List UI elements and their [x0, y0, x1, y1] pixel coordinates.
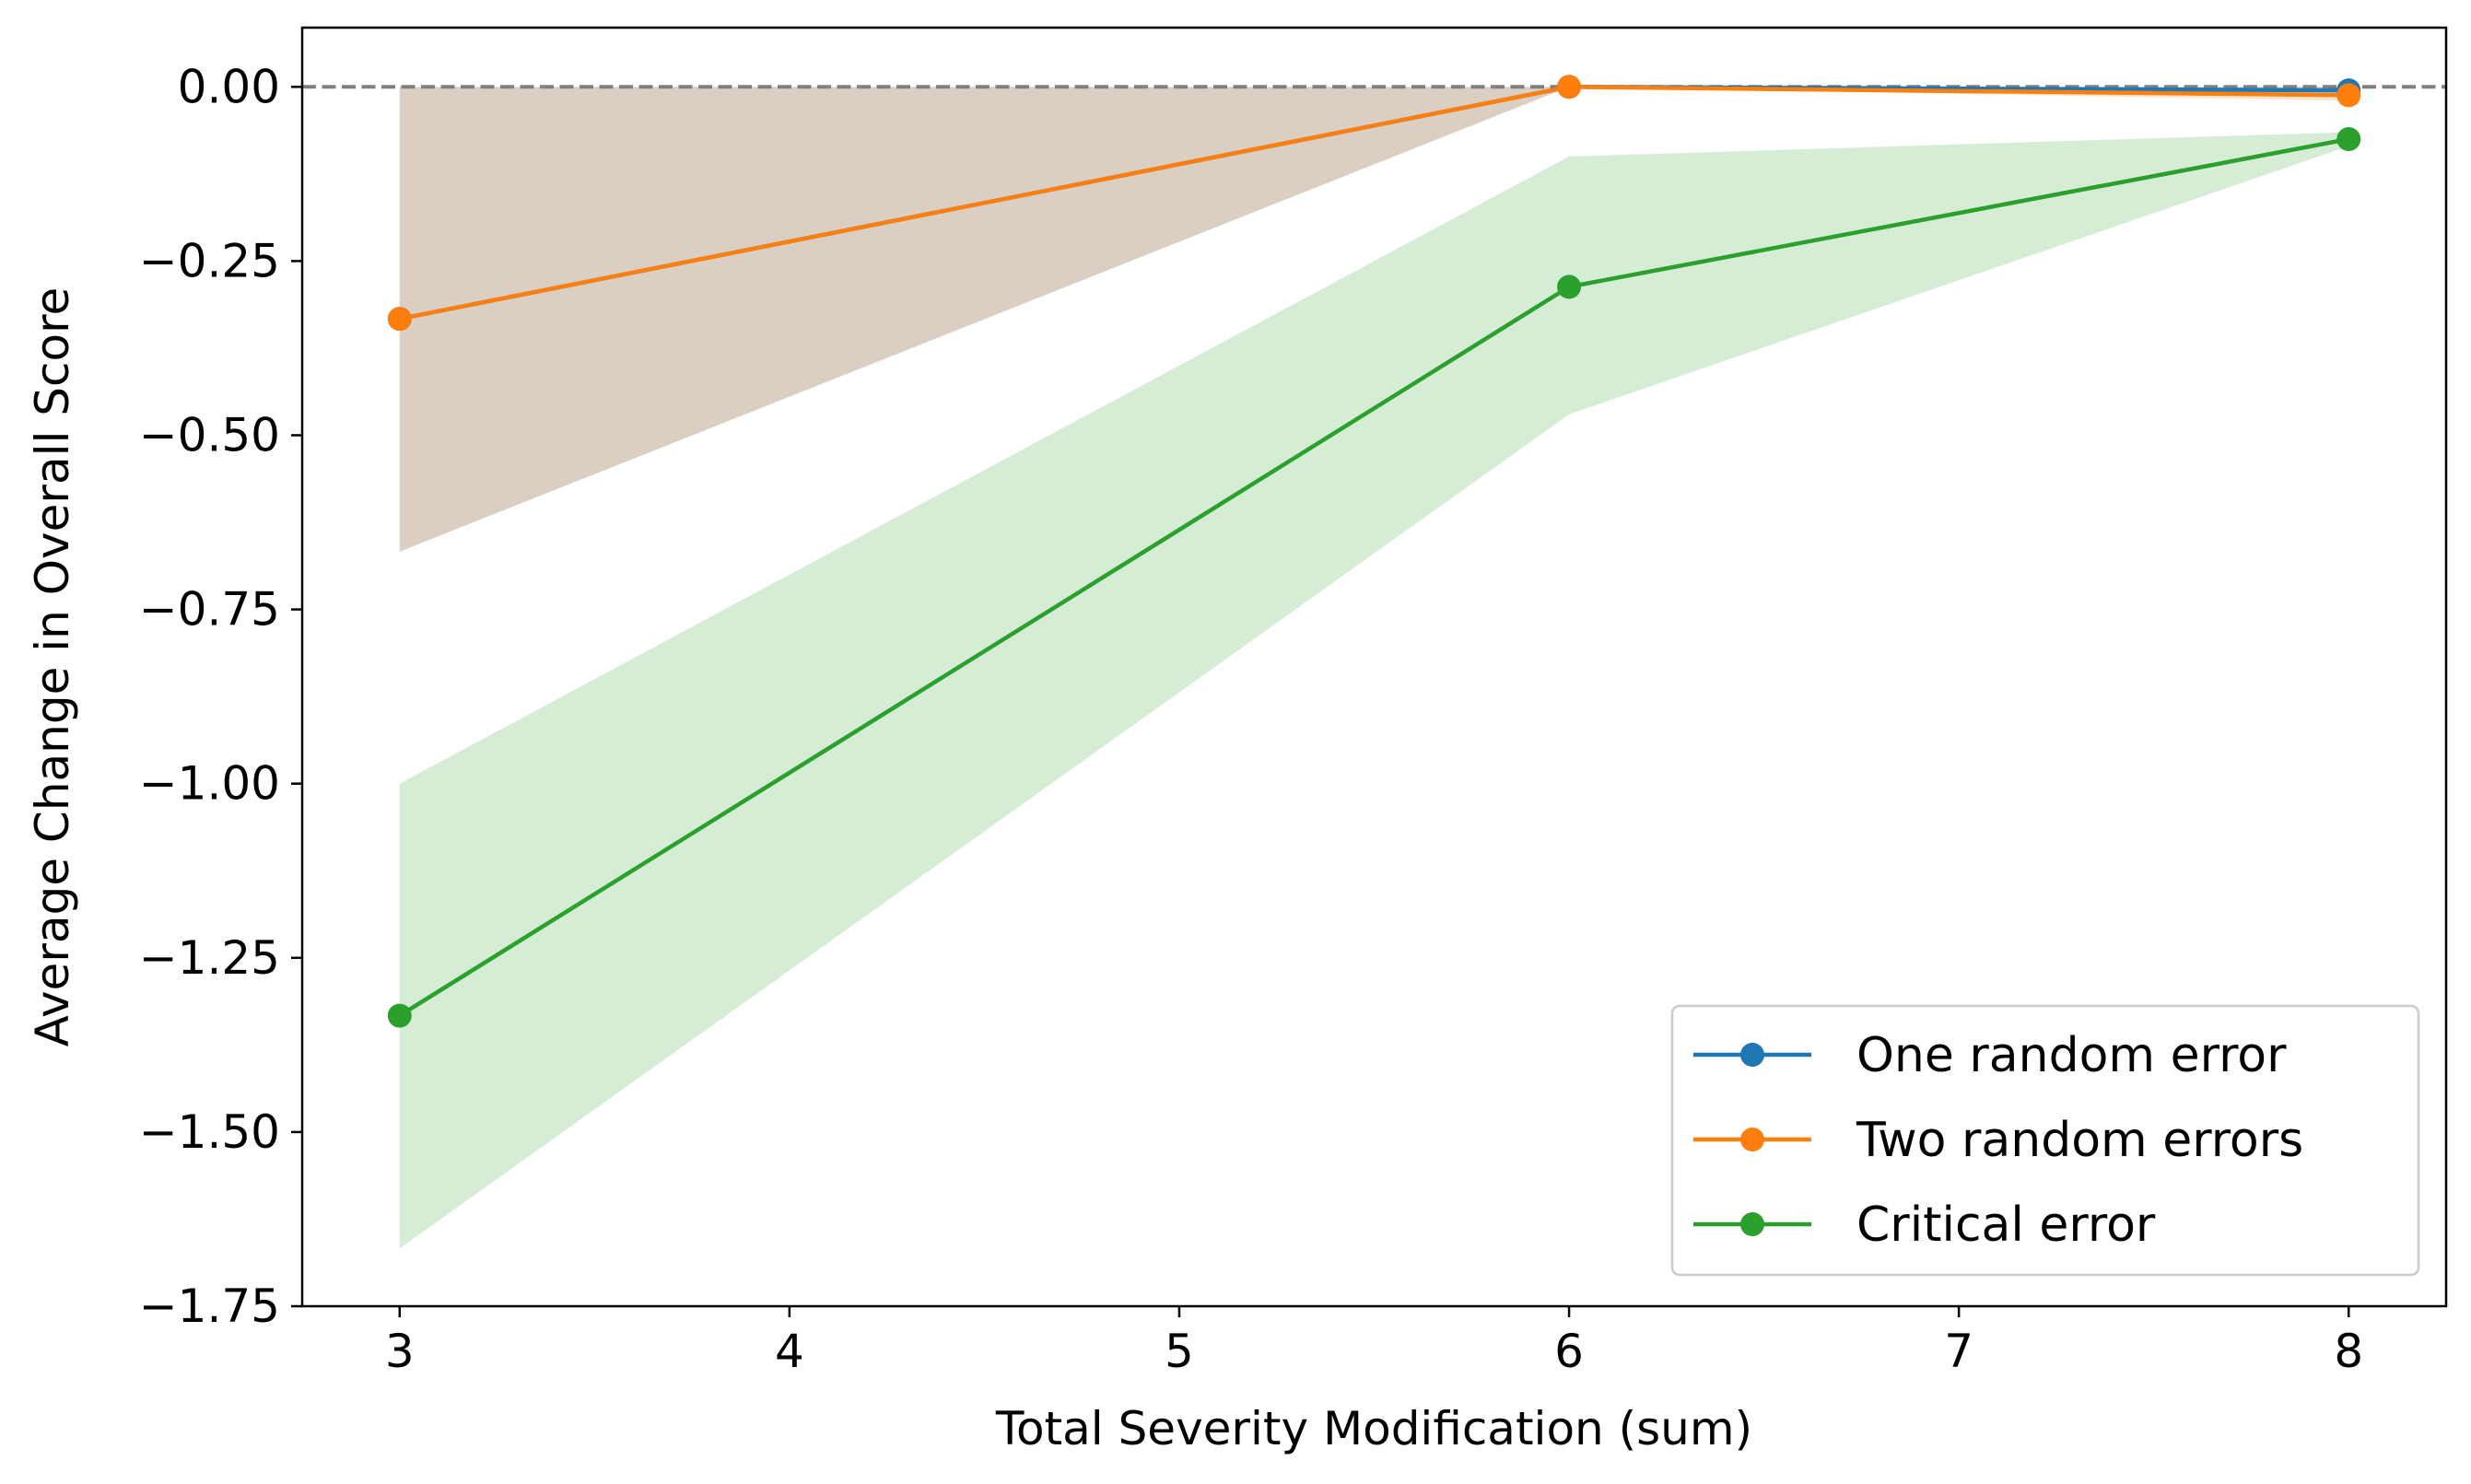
- legend-swatch-marker: [1740, 1128, 1764, 1151]
- x-tick-label: 6: [1554, 1325, 1584, 1378]
- legend-swatch-marker: [1740, 1212, 1764, 1236]
- plot-frame: [300, 26, 2448, 1308]
- band-one-random-error: [399, 87, 2349, 552]
- band-two-random-errors: [399, 87, 2349, 552]
- legend-box: [1670, 1004, 2420, 1277]
- y-axis-title: Average Change in Overall Score: [26, 287, 79, 1047]
- point-critical-error-6: [1557, 275, 1582, 299]
- x-tick-label: 8: [2334, 1325, 2363, 1378]
- y-axis-ticks: 0.00 −0.25 −0.50 −0.75 −1.00 −1.25 −1.50 −1.75: [139, 60, 302, 1333]
- legend-item-critical-error: Critical error: [1693, 1198, 2156, 1253]
- y-tick-label: −1.00: [139, 757, 280, 811]
- point-critical-error-8: [2336, 127, 2361, 152]
- y-tick-label: −0.25: [139, 234, 280, 287]
- y-tick-label: −1.75: [139, 1280, 280, 1333]
- x-tick-label: 4: [775, 1325, 804, 1378]
- band-critical-error: [399, 132, 2349, 1249]
- point-two-random-errors-3: [387, 307, 412, 332]
- series-two-random-errors: [387, 75, 2361, 332]
- point-two-random-errors-8: [2336, 83, 2361, 108]
- legend-label: Two random errors: [1856, 1113, 2303, 1168]
- y-tick-label: −0.50: [139, 408, 280, 462]
- x-tick-label: 3: [385, 1325, 415, 1378]
- confidence-bands: [399, 87, 2349, 1249]
- legend-item-one-random-error: One random error: [1693, 1028, 2287, 1083]
- x-tick-label: 5: [1165, 1325, 1194, 1378]
- x-axis-ticks: 3 4 5 6 7 8: [385, 1306, 2363, 1378]
- legend-label: Critical error: [1856, 1198, 2156, 1253]
- y-tick-label: 0.00: [178, 60, 280, 113]
- series-critical-error: [387, 127, 2361, 1028]
- x-axis-title: Total Severity Modification (sum): [995, 1402, 1752, 1455]
- legend: One random error Two random errors Critica…: [1670, 1004, 2420, 1277]
- y-tick-label: −1.50: [139, 1105, 280, 1159]
- x-tick-label: 7: [1944, 1325, 1973, 1378]
- y-tick-label: −0.75: [139, 583, 280, 637]
- legend-label: One random error: [1856, 1028, 2287, 1083]
- legend-item-two-random-errors: Two random errors: [1693, 1113, 2303, 1168]
- point-two-random-errors-6: [1557, 75, 1582, 99]
- y-tick-label: −1.25: [139, 931, 280, 985]
- series-lines: [387, 75, 2361, 1028]
- legend-swatch-marker: [1740, 1043, 1764, 1067]
- point-critical-error-3: [387, 1003, 412, 1028]
